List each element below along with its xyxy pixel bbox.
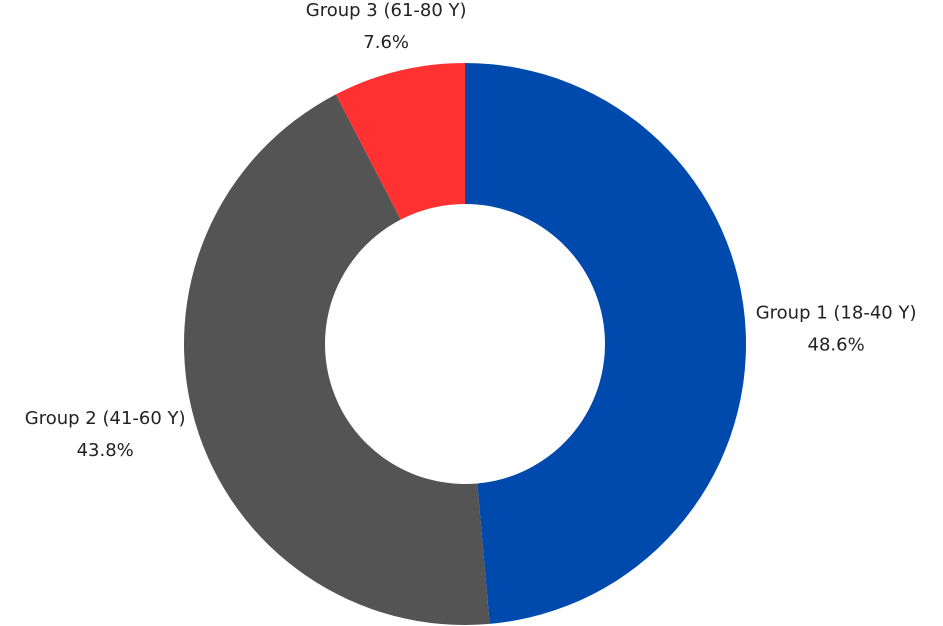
value-label: 48.6% <box>808 335 865 356</box>
value-label: 43.8% <box>77 440 134 461</box>
slice-label: Group 3 (61-80 Y) <box>306 0 467 21</box>
donut-slice <box>465 63 747 624</box>
slice-label: Group 2 (41-60 Y) <box>25 408 186 429</box>
donut-slice <box>335 63 465 220</box>
donut-slice <box>183 94 490 626</box>
slice-label: Group 1 (18-40 Y) <box>756 303 917 324</box>
value-label: 7.6% <box>363 32 409 53</box>
